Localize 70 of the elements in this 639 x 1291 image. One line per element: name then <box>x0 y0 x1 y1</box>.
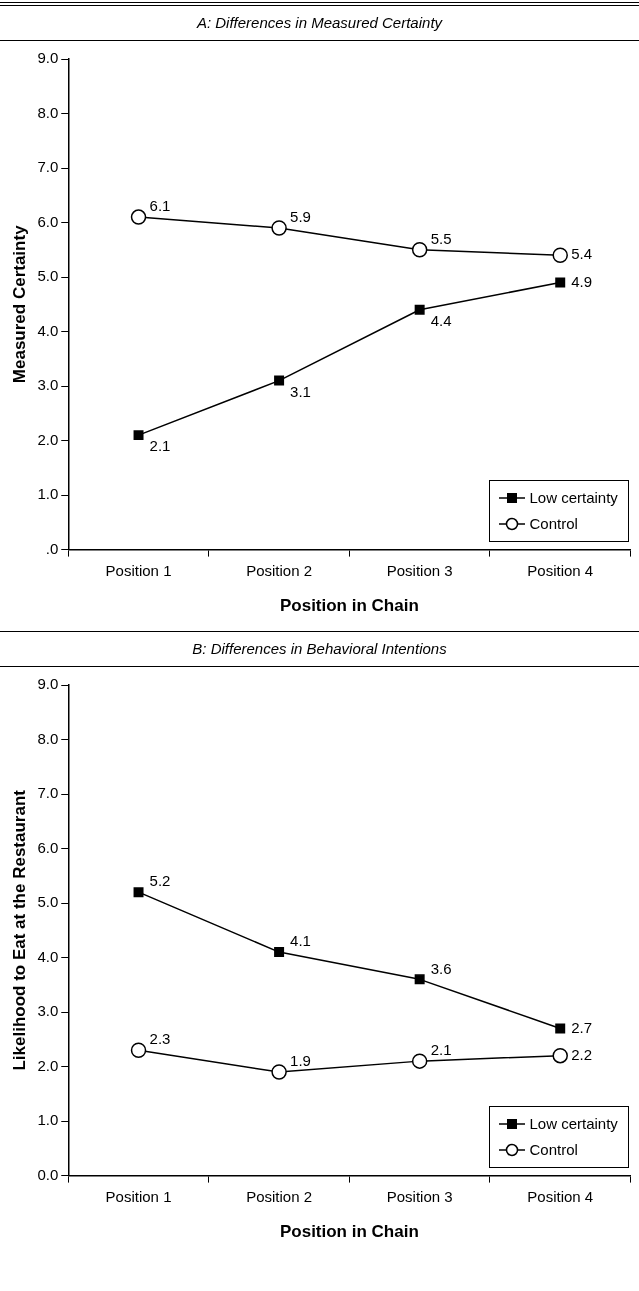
x-axis-title: Position in Chain <box>279 1222 419 1242</box>
y-tick-label: 9.0 <box>37 49 59 67</box>
point <box>274 947 285 958</box>
y-tick-label: 3.0 <box>37 1002 59 1020</box>
x-tick-label: Position 2 <box>246 561 313 579</box>
data-label: 6.1 <box>149 197 171 215</box>
point <box>274 375 285 386</box>
point <box>555 1023 566 1034</box>
y-tick-label: 1.0 <box>37 485 59 503</box>
x-tick-label: Position 4 <box>527 561 594 579</box>
data-label: 4.1 <box>290 932 311 950</box>
y-tick-label: 6.0 <box>37 838 59 856</box>
y-axis-title: Measured Certainty <box>9 224 29 384</box>
chart-title: B: Differences in Behavioral Intentions <box>0 631 639 667</box>
chart-title: A: Differences in Measured Certainty <box>0 6 639 41</box>
point <box>414 974 425 985</box>
y-tick-label: 9.0 <box>37 675 59 693</box>
point <box>133 887 144 898</box>
data-label: 5.4 <box>571 245 593 263</box>
data-label: 2.7 <box>571 1018 593 1036</box>
y-tick-label: 2.0 <box>37 1056 59 1074</box>
y-tick-label: 5.0 <box>37 267 59 285</box>
y-tick-label: 4.0 <box>37 321 59 339</box>
legend-label: Low certainty <box>529 489 618 507</box>
x-tick-label: Position 3 <box>386 561 453 579</box>
y-tick-label: 0.0 <box>37 1165 59 1183</box>
legend-label: Low certainty <box>529 1115 618 1133</box>
point <box>555 277 566 288</box>
x-tick-label: Position 2 <box>246 1187 313 1205</box>
y-tick-label: 2.0 <box>37 430 59 448</box>
data-label: 4.4 <box>430 311 452 329</box>
y-tick-label: 7.0 <box>37 158 59 176</box>
point <box>271 1064 287 1080</box>
point <box>130 209 147 225</box>
data-label: 2.2 <box>571 1045 593 1063</box>
point <box>271 220 287 236</box>
data-label: 1.9 <box>290 1052 311 1070</box>
x-tick-label: Position 1 <box>105 561 172 579</box>
y-tick-label: 3.0 <box>37 376 59 394</box>
point <box>552 247 568 263</box>
x-axis-title: Position in Chain <box>279 596 419 616</box>
data-label: 2.3 <box>149 1030 171 1048</box>
data-label: 5.2 <box>149 872 171 890</box>
data-label: 2.1 <box>430 1041 452 1059</box>
point <box>133 430 144 441</box>
legend-label: Control <box>529 515 578 533</box>
point <box>552 1047 568 1064</box>
y-tick-label: 4.0 <box>37 947 59 965</box>
x-tick-label: Position 1 <box>105 1187 172 1205</box>
data-label: 3.6 <box>430 959 452 977</box>
data-label: 4.9 <box>571 272 593 290</box>
point <box>411 242 428 258</box>
point <box>130 1042 147 1058</box>
y-tick-label: .0 <box>45 539 59 557</box>
y-tick-label: 1.0 <box>37 1111 59 1129</box>
point <box>411 1053 428 1069</box>
y-tick-label: 5.0 <box>37 893 59 911</box>
point <box>414 304 425 315</box>
x-tick-label: Position 4 <box>527 1187 594 1205</box>
y-axis-title: Likelihood to Eat at the Restaurant <box>9 789 29 1071</box>
y-tick-label: 7.0 <box>37 784 59 802</box>
data-label: 2.1 <box>149 437 171 455</box>
legend-label: Control <box>529 1141 578 1159</box>
y-tick-label: 8.0 <box>37 103 59 121</box>
x-tick-label: Position 3 <box>386 1187 453 1205</box>
data-label: 5.9 <box>290 208 311 226</box>
y-tick-label: 6.0 <box>37 212 59 230</box>
y-tick-label: 8.0 <box>37 729 59 747</box>
data-label: 3.1 <box>290 382 311 400</box>
data-label: 5.5 <box>430 229 452 247</box>
